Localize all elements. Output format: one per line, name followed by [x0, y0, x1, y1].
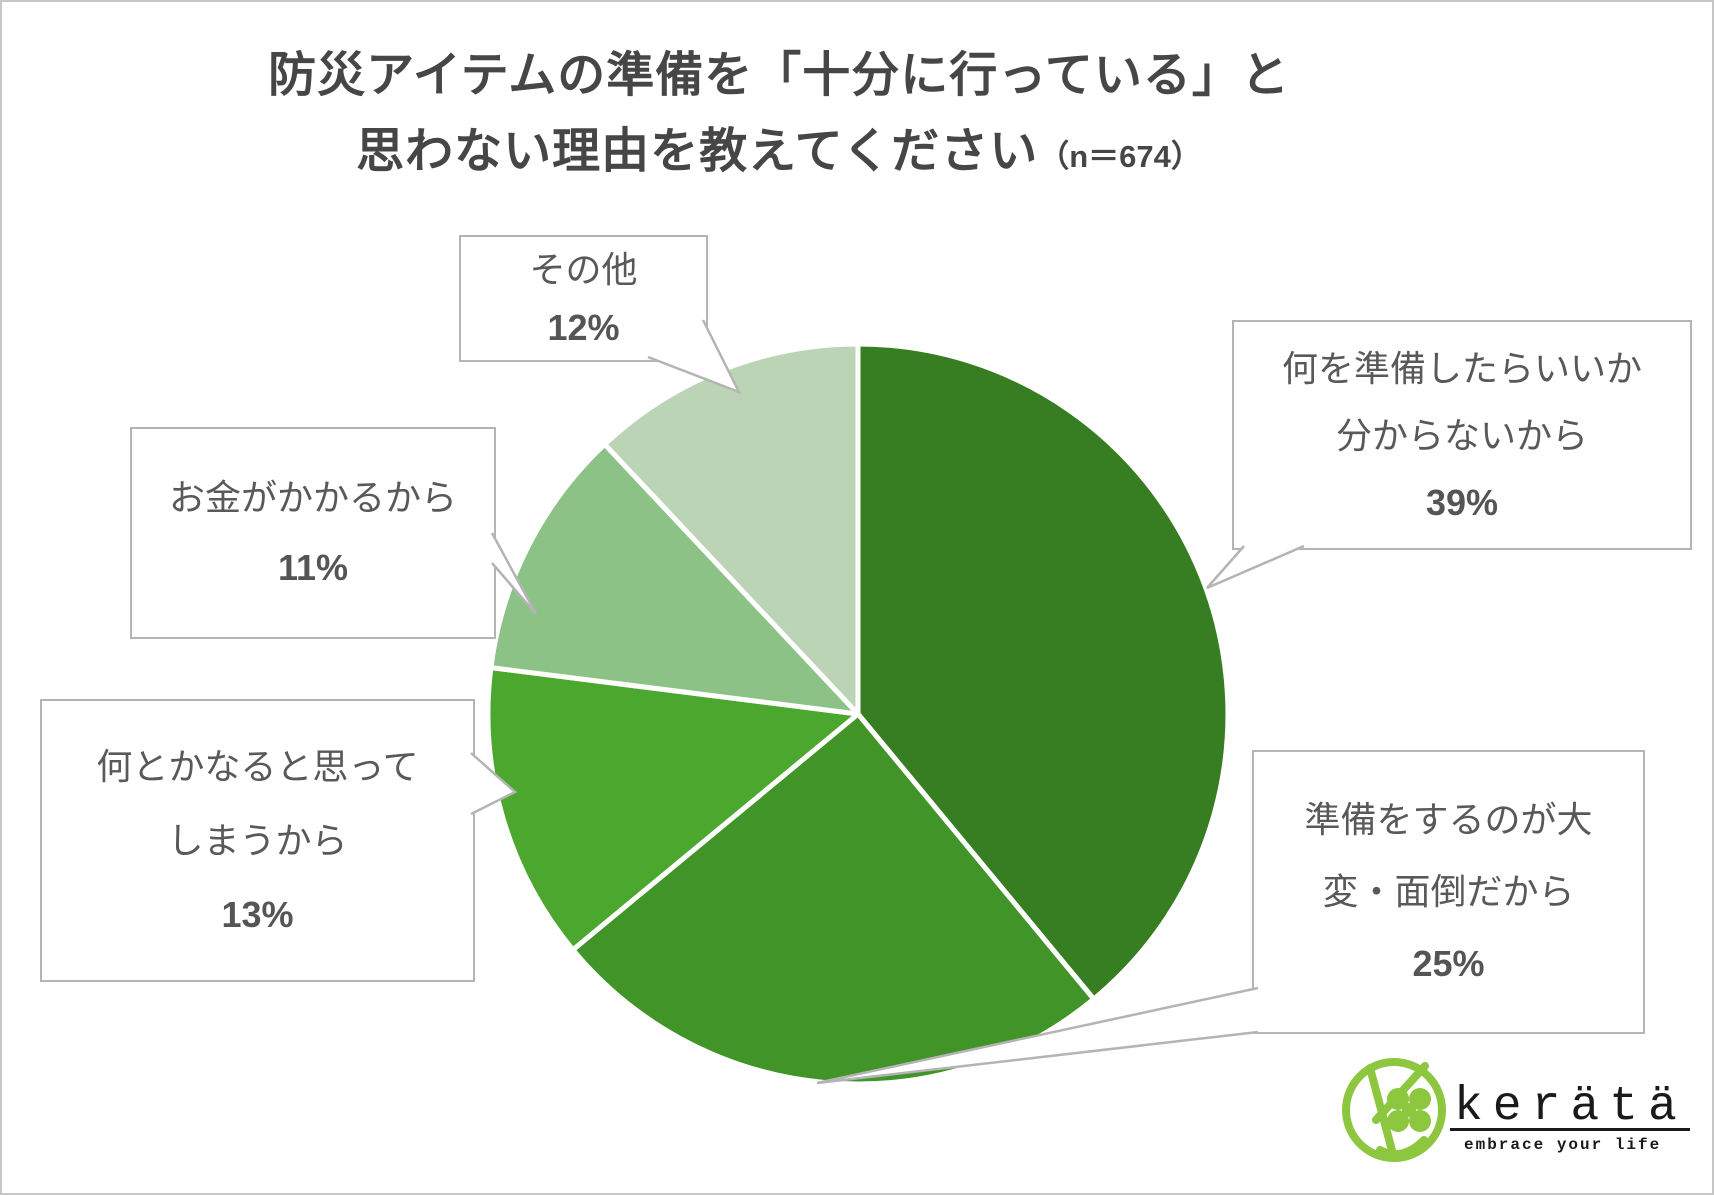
kerata-logo: kerätä embrace your life [1332, 1052, 1702, 1177]
pie-slice-39pct [855, 341, 1231, 1002]
callout-11-line1: お金がかかるから [168, 477, 457, 518]
callout-13-line2: しまうから [167, 819, 348, 861]
kerata-logo-mark-icon [1342, 1058, 1446, 1162]
callout-25-value: 25% [1412, 943, 1485, 984]
callout-39-line1: 何を準備したらいいか [1281, 347, 1642, 389]
callout-39-percent: 何を準備したらいいか 分からないから 39% [1232, 320, 1692, 550]
callout-13-value: 13% [221, 893, 294, 935]
callout-12-line1: その他 [529, 248, 638, 290]
callout-25-line2: 変・面倒だから [1322, 871, 1575, 912]
chart-title: 防災アイテムの準備を「十分に行っている」と 思わない理由を教えてください（n＝6… [2, 38, 1556, 195]
callout-13-line1: 何とかなると思って [96, 745, 419, 787]
chart-title-line2: 思わない理由を教えてください（n＝674） [356, 125, 1202, 178]
callout-12-value: 12% [547, 306, 620, 348]
logo-brand-text: kerätä [1454, 1080, 1687, 1134]
callout-39-value: 39% [1425, 481, 1499, 523]
sample-size: （n＝674） [1038, 139, 1202, 174]
pie-slice-13pct [485, 665, 861, 953]
logo-tagline: embrace your life [1464, 1136, 1662, 1154]
callout-25-line1: 準備をするのが大 [1304, 799, 1593, 840]
callout-13-percent: 何とかなると思って しまうから 13% [40, 699, 475, 982]
logo-k-leg [1376, 1136, 1428, 1159]
logo-underline [1450, 1128, 1690, 1131]
callout-39-line2: 分からないから [1335, 414, 1588, 456]
callout-12-percent: その他 12% [459, 235, 708, 362]
callout-25-percent: 準備をするのが大 変・面倒だから 25% [1252, 750, 1645, 1034]
callout-11-value: 11% [277, 547, 349, 588]
clover-icon [1387, 1088, 1431, 1132]
callout-11-percent: お金がかかるから 11% [130, 427, 496, 639]
chart-title-line1: 防災アイテムの準備を「十分に行っている」と [268, 49, 1290, 102]
